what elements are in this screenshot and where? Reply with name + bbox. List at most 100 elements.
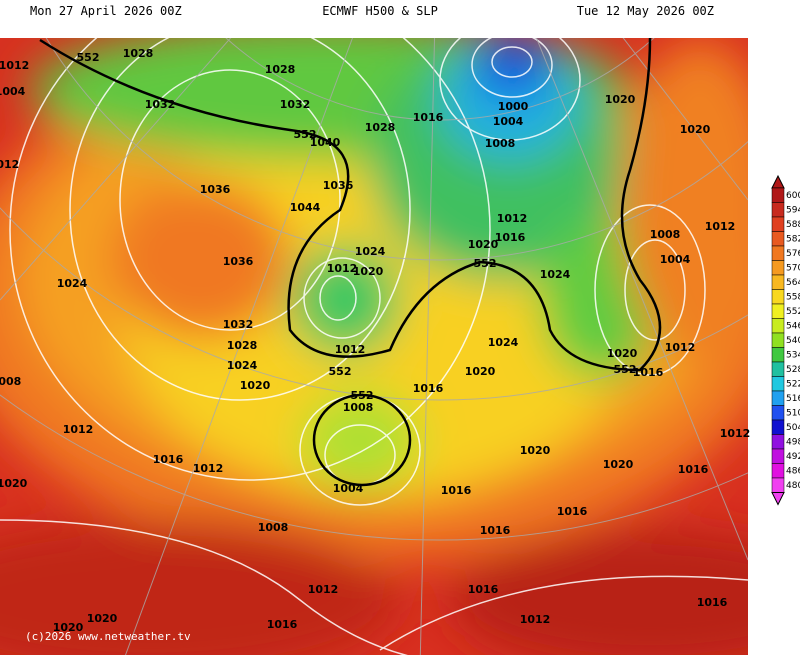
colorbar-swatch: [771, 434, 785, 450]
isobar-label: 1016: [633, 366, 664, 379]
isobar-label: 1036: [323, 179, 354, 192]
isobar-label: 1012: [327, 262, 358, 275]
colorbar-label: 558: [786, 292, 800, 302]
colorbar-swatch: [771, 274, 785, 290]
colorbar-label: 570: [786, 263, 800, 273]
colorbar-swatch: [771, 187, 785, 203]
colorbar-label: 588: [786, 220, 800, 230]
isobar-label: 552: [351, 389, 374, 402]
isobar-label: 1016: [153, 453, 184, 466]
isobar-label: 1008: [343, 401, 374, 414]
isobar-label: 1012: [63, 423, 94, 436]
isobar-label: 552: [77, 51, 100, 64]
isobar-label: 1024: [540, 268, 571, 281]
colorbar-swatch: [771, 463, 785, 479]
isobar-label: 1012: [193, 462, 224, 475]
colorbar-swatch: [771, 405, 785, 421]
colorbar-swatch: [771, 245, 785, 261]
colorbar-label: 540: [786, 336, 800, 346]
isobar-label: 1024: [488, 336, 519, 349]
colorbar-label: 522: [786, 379, 800, 389]
colorbar-label: 576: [786, 249, 800, 259]
isobar-label: 1016: [267, 618, 298, 631]
colorbar-label: 510: [786, 408, 800, 418]
isobar-label: 1016: [468, 583, 499, 596]
isobar-label: 1032: [145, 98, 176, 111]
isobar-label: 1016: [495, 231, 526, 244]
isobar-label: 1032: [223, 318, 254, 331]
isobar-label: 1012: [0, 59, 29, 72]
isobar-label: 1024: [57, 277, 88, 290]
isobar-label: 1020: [53, 621, 84, 634]
isobar-label: 552: [474, 257, 497, 270]
isobar-label: 1012: [308, 583, 339, 596]
colorbar-swatch: [771, 260, 785, 276]
isobar-label: 1004: [0, 85, 26, 98]
isobar-label: 1008: [0, 375, 21, 388]
isobar-label: 1020: [607, 347, 638, 360]
isobar-label: 1020: [680, 123, 711, 136]
colorbar-label: 516: [786, 394, 800, 404]
isobar-label: 1024: [355, 245, 386, 258]
isobar-label: 1012: [720, 427, 751, 440]
isobar-label: 1008: [485, 137, 516, 150]
colorbar-label: 564: [786, 278, 800, 288]
isobar-label: 1020: [465, 365, 496, 378]
isobar-label: 1020: [603, 458, 634, 471]
isobar-label: 1012: [520, 613, 551, 626]
isobar-label: 1012: [665, 341, 696, 354]
credit: (c)2026 www.netweather.tv: [25, 630, 191, 643]
isobar-label: 1012: [497, 212, 528, 225]
isobar-label: 1016: [557, 505, 588, 518]
colorbar-swatch: [771, 361, 785, 377]
isobar-label: 1004: [660, 253, 691, 266]
isobar-label: 1004: [333, 482, 364, 495]
isobar-label: 1028: [365, 121, 396, 134]
colorbar-swatch: [771, 448, 785, 464]
isobar-label: 1020: [605, 93, 636, 106]
colorbar-swatch: [771, 390, 785, 406]
isobar-label: 1012: [705, 220, 736, 233]
isobar-label: 1020: [240, 379, 271, 392]
colorbar-label: 492: [786, 452, 800, 462]
isobar-label: 1020: [87, 612, 118, 625]
isobar-label: 1020: [520, 444, 551, 457]
isobar-labels: 1028552101210041032102810325521040102810…: [0, 47, 750, 634]
colorbar-label: 504: [786, 423, 800, 433]
header-center: ECMWF H500 & SLP: [322, 4, 438, 18]
colorbar-swatch: [771, 419, 785, 435]
isobar-label: 1012: [0, 158, 19, 171]
header-left: Mon 27 April 2026 00Z: [30, 4, 182, 18]
isobar-label: 552: [294, 128, 317, 141]
colorbar-swatch: [771, 332, 785, 348]
isobar-label: 1004: [493, 115, 524, 128]
isobar-label: 1016: [678, 463, 709, 476]
colorbar: 600 594 588 582 576 570 564 558 552 546 540 534 528 5…: [771, 174, 800, 506]
isobar-label: 1040: [310, 136, 341, 149]
colorbar-label: 498: [786, 437, 800, 447]
isobar-label: 552: [329, 365, 352, 378]
isobar-label: 1012: [335, 343, 366, 356]
colorbar-label: 594: [786, 205, 800, 215]
colorbar-label: 534: [786, 350, 800, 360]
isobar-label: 1020: [353, 265, 384, 278]
isobar-label: 1008: [650, 228, 681, 241]
colorbar-label: 480: [786, 481, 800, 491]
colorbar-arrow: [771, 492, 785, 506]
isobar-label: 1028: [227, 339, 258, 352]
isobar-label: 1044: [290, 201, 321, 214]
isobar-label: 1020: [0, 477, 28, 490]
colorbar-swatch: [771, 303, 785, 319]
isobar-label: 1020: [468, 238, 499, 251]
colorbar-swatch: [771, 318, 785, 334]
isobar-label: 1016: [413, 382, 444, 395]
isobar-label: 1016: [441, 484, 472, 497]
isobar-label: 1008: [258, 521, 289, 534]
isobar-label: 1024: [227, 359, 258, 372]
colorbar-arrow: [771, 174, 785, 189]
isobar-label: 1016: [697, 596, 728, 609]
colorbar-swatch: [771, 477, 785, 493]
